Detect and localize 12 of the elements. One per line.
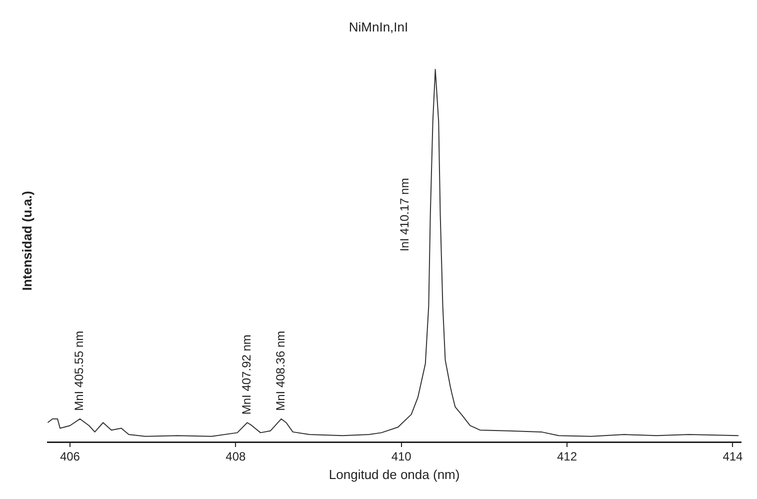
chart-title: NiMnIn,InI [348, 19, 408, 34]
annotation: InI 410.17 nm [398, 178, 412, 252]
x-axis-title: Longitud de onda (nm) [328, 466, 460, 482]
annotation: MnI 405.55 nm [72, 330, 86, 411]
x-tick-label: 408 [226, 450, 246, 464]
x-tick-label: 406 [60, 450, 80, 464]
annotation: MnI 408.36 nm [274, 330, 288, 411]
x-tick-label: 410 [391, 450, 412, 464]
x-tick-label: 414 [722, 450, 744, 464]
annotation: MnI 407.92 nm [240, 334, 254, 415]
x-tick-label: 412 [557, 450, 578, 464]
y-axis-title: Intensidad (u.a.) [19, 190, 34, 291]
